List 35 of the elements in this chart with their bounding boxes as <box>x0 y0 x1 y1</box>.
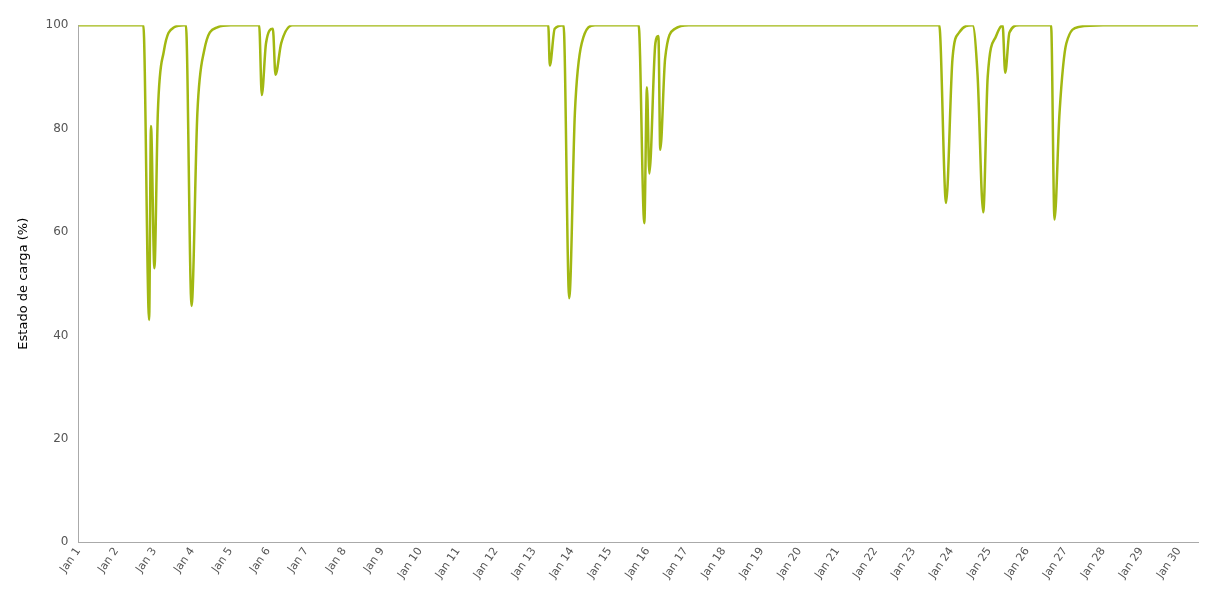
x-tick-label: Jan 30 <box>1152 544 1184 582</box>
x-tick-label: Jan 28 <box>1076 544 1108 582</box>
x-tick-label: Jan 7 <box>284 544 311 576</box>
x-tick-label: Jan 23 <box>887 544 919 582</box>
x-tick-label: Jan 27 <box>1039 544 1070 582</box>
x-tick-label: Jan 10 <box>393 544 425 582</box>
x-tick-label: Jan 8 <box>322 544 349 576</box>
x-tick-label: Jan 13 <box>507 544 539 582</box>
x-tick-label: Jan 16 <box>621 544 653 582</box>
x-tick-label: Jan 22 <box>849 544 881 582</box>
x-tick-label: Jan 15 <box>583 544 615 582</box>
x-tick-label: Jan 5 <box>208 544 236 576</box>
y-tick-label: 20 <box>53 430 69 445</box>
y-tick-label: 80 <box>53 120 69 135</box>
x-tick-label: Jan 14 <box>545 544 577 582</box>
x-tick-label: Jan 9 <box>359 544 387 576</box>
x-tick-label: Jan 12 <box>469 544 501 582</box>
x-tick-label: Jan 2 <box>94 544 122 576</box>
x-tick-label: Jan 3 <box>132 544 160 576</box>
x-tick-label: Jan 20 <box>773 544 805 582</box>
y-tick-label: 40 <box>53 327 69 342</box>
y-tick-label: 100 <box>45 17 69 32</box>
x-tick-label: Jan 4 <box>170 544 198 576</box>
y-tick-label: 60 <box>53 224 69 239</box>
x-tick-label: Jan 19 <box>735 544 767 582</box>
x-tick-label: Jan 29 <box>1114 544 1146 582</box>
x-tick-label: Jan 6 <box>246 544 274 576</box>
x-tick-label: Jan 18 <box>697 544 729 582</box>
x-tick-label: Jan 25 <box>963 544 995 582</box>
x-tick-label: Jan 11 <box>431 544 463 582</box>
x-tick-label: Jan 21 <box>811 544 843 582</box>
x-tick-label: Jan 26 <box>1001 544 1033 582</box>
y-axis-title: Estado de carga (%) <box>15 217 31 350</box>
x-tick-label: Jan 24 <box>925 544 957 582</box>
x-tick-label: Jan 17 <box>659 544 691 582</box>
